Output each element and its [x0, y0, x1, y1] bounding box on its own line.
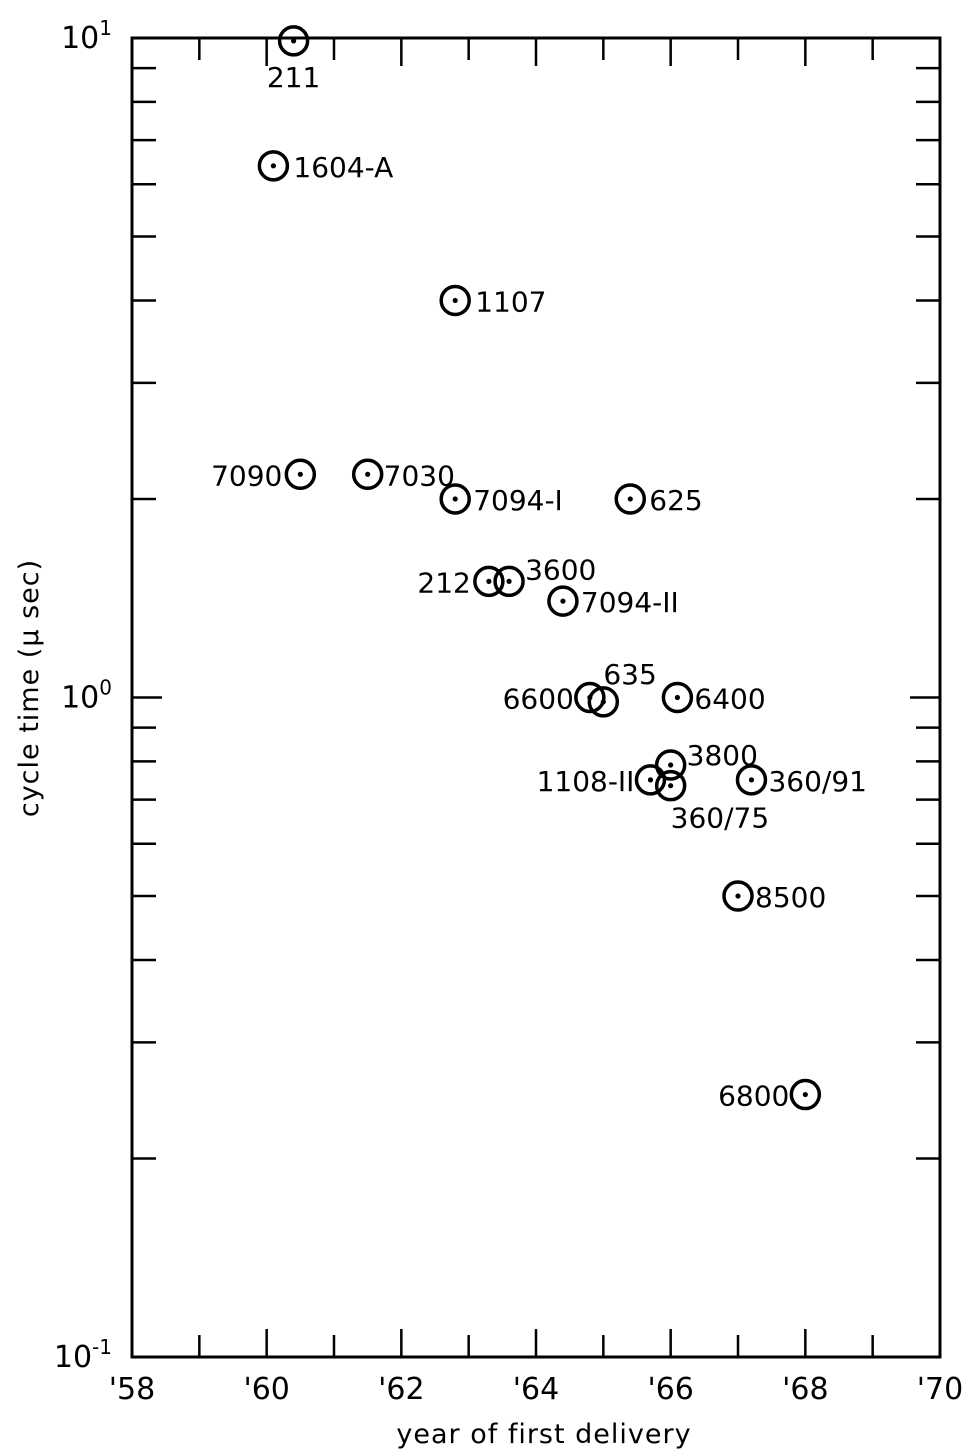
point-ring [634, 764, 667, 796]
point-dot [647, 777, 654, 783]
point-label: 1107 [475, 285, 546, 318]
data-point: 6600 [503, 681, 606, 716]
point-label: 1604-A [293, 151, 393, 184]
data-point: 6800 [718, 1078, 822, 1113]
point-label: 7090 [211, 459, 282, 492]
point-dot [735, 893, 741, 899]
y-axis-title: cycle time (μ sec) [14, 559, 45, 817]
data-point: 7094-II [547, 585, 679, 619]
y-tick-label: 101 [61, 16, 112, 56]
x-tick-label: '60 [243, 1372, 289, 1407]
point-ring [735, 764, 768, 796]
data-points: 211 1604-A 1107 7090 7030 7094-I 625 212 3600709… [211, 25, 867, 1113]
point-dot [291, 38, 297, 44]
point-ring [722, 880, 754, 912]
x-tick-label: '64 [513, 1372, 559, 1407]
x-tick-label: '58 [109, 1372, 155, 1407]
point-dot [486, 578, 492, 584]
data-point: 1108-II [537, 764, 667, 798]
point-ring [574, 681, 606, 714]
point-dot [452, 297, 458, 304]
data-point: 7094-I [439, 483, 563, 517]
point-dot [600, 699, 606, 705]
data-point: 7090 [211, 458, 317, 492]
point-ring [547, 585, 579, 617]
data-point: 625 [614, 483, 703, 517]
point-label: 3600 [525, 553, 596, 586]
point-ring [654, 749, 687, 781]
x-axis-title: year of first delivery [396, 1419, 691, 1450]
point-ring [439, 483, 471, 515]
x-tick-label: '62 [378, 1372, 424, 1407]
point-label: 360/91 [768, 765, 867, 798]
point-dot [506, 578, 512, 584]
point-ring [351, 458, 384, 491]
point-ring [587, 686, 620, 718]
point-label: 6600 [503, 683, 574, 716]
point-label: 635 [603, 658, 656, 691]
point-dot [802, 1091, 808, 1098]
point-label: 6800 [718, 1080, 789, 1113]
data-point: 360/91 [735, 764, 867, 798]
point-dot [452, 496, 458, 502]
data-point: 7030 [351, 458, 455, 492]
x-tick-label: '68 [782, 1372, 828, 1407]
point-dot [297, 471, 303, 477]
point-ring [277, 25, 310, 57]
axis-ticks: '58 '60 '62 '64 '66 '68 '70 101 100 10-1 [54, 16, 963, 1407]
y-tick-label: 100 [61, 676, 112, 716]
point-ring [789, 1078, 822, 1111]
data-point: 212 [417, 565, 505, 599]
point-label: 7030 [384, 459, 455, 492]
point-dot [627, 496, 633, 502]
y-tick-label: 10-1 [54, 1335, 112, 1375]
point-dot [270, 163, 276, 169]
data-point: 3800 [654, 739, 758, 781]
data-point: 211 [267, 25, 320, 94]
point-dot [365, 471, 371, 477]
data-point: 3600 [493, 553, 596, 598]
point-dot [668, 762, 674, 768]
point-dot [668, 783, 674, 789]
data-point: 1107 [439, 284, 546, 318]
point-ring [473, 565, 505, 598]
point-label: 1108-II [537, 765, 635, 798]
point-ring [284, 458, 317, 491]
point-ring [439, 284, 471, 317]
point-ring [257, 150, 290, 182]
point-ring [614, 483, 647, 515]
point-label: 7094-II [581, 586, 679, 619]
x-tick-label: '70 [917, 1372, 963, 1407]
point-label: 6400 [694, 683, 765, 716]
point-label: 211 [267, 61, 320, 94]
point-ring [661, 681, 694, 714]
data-point: 360/75 [654, 769, 770, 835]
point-label: 8500 [755, 881, 826, 914]
point-label: 212 [417, 566, 470, 599]
data-point: 635 [587, 658, 657, 718]
point-label: 360/75 [671, 802, 770, 835]
point-ring [493, 565, 525, 598]
data-point: 6400 [661, 681, 766, 716]
data-point: 8500 [722, 880, 826, 914]
point-dot [748, 777, 755, 783]
point-label: 7094-I [473, 484, 563, 517]
point-dot [674, 694, 681, 701]
x-tick-label: '66 [647, 1372, 693, 1407]
point-dot [560, 598, 566, 604]
point-ring [654, 769, 687, 802]
point-label: 625 [649, 484, 702, 517]
data-point: 1604-A [257, 150, 393, 184]
